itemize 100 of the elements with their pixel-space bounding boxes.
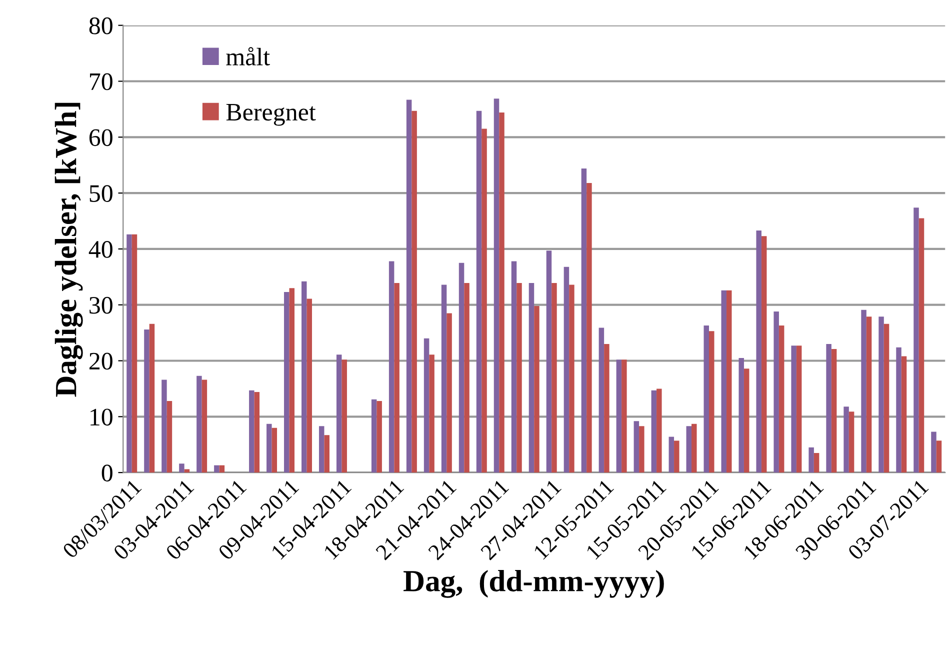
bar bbox=[324, 435, 330, 473]
legend-label: Beregnet bbox=[226, 104, 316, 126]
y-tick-label: 60 bbox=[89, 129, 112, 146]
bar bbox=[586, 182, 592, 473]
bar bbox=[149, 324, 155, 473]
y-axis-title: Daglige ydelser, [kWh] bbox=[54, 102, 83, 397]
bar bbox=[476, 110, 482, 473]
bar bbox=[826, 344, 832, 473]
bar bbox=[861, 310, 866, 473]
bar bbox=[336, 354, 342, 473]
bar bbox=[179, 464, 184, 473]
bar bbox=[132, 234, 138, 473]
bar bbox=[412, 110, 417, 473]
bar bbox=[634, 421, 640, 473]
bar bbox=[744, 368, 750, 473]
bar bbox=[306, 298, 312, 473]
bar bbox=[494, 98, 500, 473]
bar bbox=[808, 447, 814, 473]
bar bbox=[284, 292, 290, 473]
bar bbox=[441, 284, 447, 473]
bar bbox=[371, 399, 377, 473]
bar bbox=[446, 313, 452, 473]
bar bbox=[796, 346, 802, 473]
bar bbox=[266, 424, 272, 473]
bar bbox=[604, 344, 610, 473]
bar bbox=[866, 316, 872, 473]
bar bbox=[686, 426, 692, 473]
bar bbox=[214, 465, 220, 473]
legend-label: målt bbox=[226, 47, 270, 66]
bar bbox=[289, 288, 295, 473]
bar bbox=[376, 401, 382, 473]
bar bbox=[196, 376, 202, 473]
bar bbox=[884, 324, 890, 473]
bar bbox=[184, 469, 190, 473]
bar bbox=[791, 346, 796, 473]
bar bbox=[901, 356, 907, 473]
bar bbox=[709, 331, 714, 473]
bar bbox=[598, 328, 604, 473]
bar bbox=[202, 380, 208, 473]
bar bbox=[166, 401, 172, 473]
bar bbox=[516, 283, 522, 473]
bar bbox=[726, 290, 732, 473]
bar bbox=[848, 412, 854, 473]
bar bbox=[552, 283, 557, 473]
bar bbox=[878, 316, 884, 473]
bar bbox=[656, 388, 662, 473]
bar bbox=[429, 354, 434, 473]
bar bbox=[918, 218, 924, 473]
bar bbox=[831, 349, 837, 473]
bar bbox=[674, 440, 680, 473]
bar bbox=[738, 358, 744, 473]
bar bbox=[704, 326, 709, 473]
bar bbox=[458, 262, 464, 473]
bar bbox=[144, 329, 150, 473]
bar bbox=[546, 250, 552, 473]
bar bbox=[394, 283, 400, 473]
y-tick-label: 10 bbox=[90, 408, 112, 426]
bar bbox=[936, 440, 942, 473]
bar bbox=[162, 380, 167, 473]
y-tick-label: 20 bbox=[89, 352, 112, 370]
bar bbox=[464, 283, 470, 473]
x-axis-title: Dag, (dd-mm-yyyy) bbox=[404, 570, 664, 598]
bar bbox=[761, 236, 767, 473]
y-tick-label: 0 bbox=[102, 464, 112, 482]
y-tick-label: 30 bbox=[90, 296, 112, 314]
bar bbox=[249, 390, 254, 473]
bar bbox=[528, 283, 534, 473]
bar bbox=[499, 112, 504, 473]
bar bbox=[424, 338, 430, 473]
y-tick-label: 40 bbox=[88, 241, 112, 258]
bar bbox=[914, 208, 919, 473]
bar bbox=[318, 426, 324, 473]
bar bbox=[581, 168, 587, 473]
bar bbox=[896, 347, 902, 473]
bar bbox=[564, 266, 570, 473]
bar bbox=[126, 234, 132, 473]
bar bbox=[651, 390, 657, 473]
bar bbox=[406, 100, 412, 473]
bar bbox=[774, 312, 779, 473]
bar bbox=[721, 290, 726, 473]
bar bbox=[254, 392, 260, 473]
bar bbox=[219, 465, 225, 473]
bar bbox=[622, 360, 627, 473]
y-tick-label: 80 bbox=[89, 17, 112, 34]
bar bbox=[482, 128, 487, 473]
bar bbox=[302, 281, 307, 473]
y-tick-label: 70 bbox=[90, 73, 112, 90]
bar bbox=[668, 436, 674, 473]
bar bbox=[511, 261, 517, 473]
bar bbox=[388, 261, 394, 473]
bar bbox=[272, 428, 278, 473]
bar bbox=[639, 426, 644, 473]
bar bbox=[342, 360, 347, 473]
bar bbox=[814, 452, 820, 473]
y-tick-label: 50 bbox=[90, 185, 112, 202]
bar bbox=[931, 432, 936, 473]
bar bbox=[778, 326, 784, 473]
bar bbox=[569, 284, 574, 473]
bar bbox=[692, 424, 697, 473]
bar bbox=[844, 406, 849, 473]
